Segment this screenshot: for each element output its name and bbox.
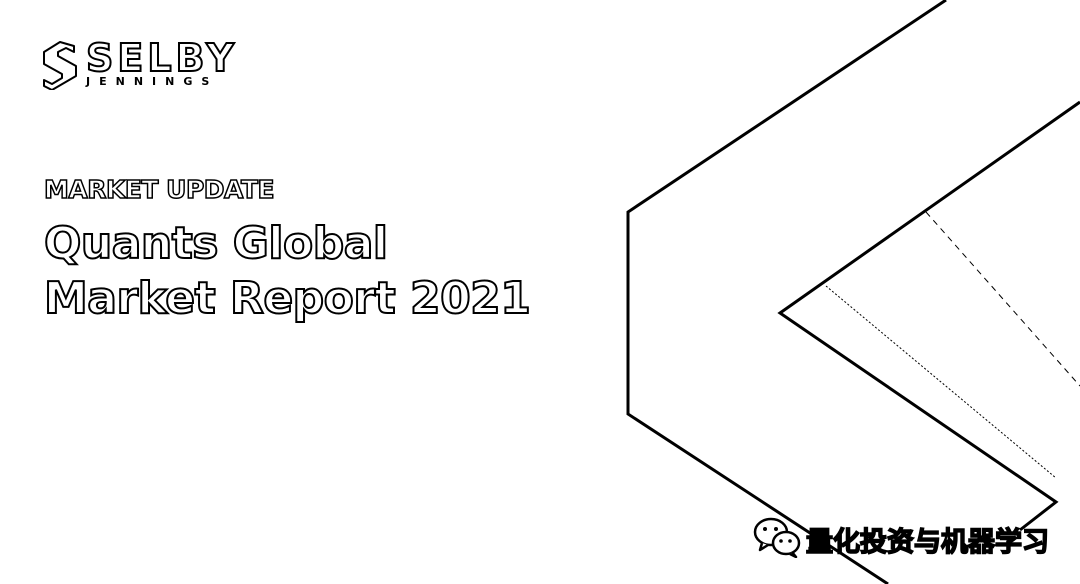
logo-s-mark-icon [43,41,77,90]
watermark-text: 量化投资与机器学习 [805,526,1050,559]
wechat-icon [753,517,801,558]
brand-subname: JENNINGS [86,75,219,88]
eyebrow-label: MARKET UPDATE [43,174,275,205]
title-line-1: Quants Global [43,217,389,270]
brand-name: SELBY [85,36,238,80]
wechat-watermark: 量化投资与机器学习 [752,512,1052,560]
page-title: Quants Global Market Report 2021 [43,216,532,326]
title-line-2: Market Report 2021 [43,272,532,325]
selby-jennings-logo: SELBY JENNINGS [40,36,240,94]
